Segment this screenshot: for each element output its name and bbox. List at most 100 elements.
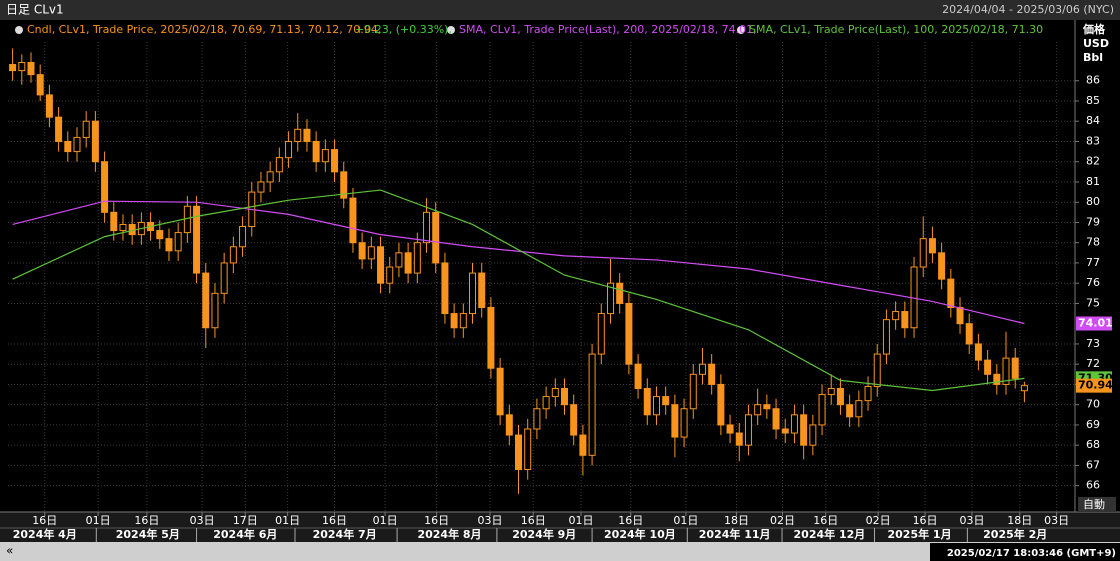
scroll-left[interactable]: «: [6, 544, 13, 558]
x-tick-label: 18日: [1007, 514, 1032, 527]
x-axis-background: [0, 512, 1120, 542]
candle-body: [312, 140, 320, 163]
y-tick-label: 67: [1086, 458, 1100, 471]
candle-body: [321, 149, 329, 163]
candle-body: [616, 282, 624, 304]
candle-body: [662, 396, 670, 406]
candle-body: [809, 424, 817, 446]
x-tick-label: 01日: [275, 514, 300, 527]
candle-body: [928, 238, 936, 254]
y-tick-label: 84: [1086, 114, 1100, 127]
candle-body: [892, 311, 900, 321]
legend-icon[interactable]: [15, 26, 23, 34]
candle-body: [367, 246, 375, 260]
candle-body: [303, 128, 311, 142]
candle-body: [873, 353, 881, 387]
candle-body: [505, 414, 513, 436]
last-value-label: 70.94: [1078, 379, 1113, 392]
candle-body: [469, 272, 477, 315]
x-tick-label: 02日: [770, 514, 795, 527]
candle-body: [165, 238, 173, 252]
month-label: 2025年 1月: [887, 527, 951, 541]
y-tick-label: 68: [1086, 438, 1100, 451]
candle-body: [64, 140, 72, 153]
scrollbar[interactable]: [0, 542, 1120, 561]
last-value-box: [1076, 316, 1112, 331]
y-tick-label: 72: [1086, 357, 1100, 370]
candle-body: [671, 404, 679, 438]
x-tick-label: 01日: [569, 514, 594, 527]
candle-body: [818, 394, 826, 426]
candle-body: [542, 396, 550, 410]
x-tick-label: 16日: [424, 514, 449, 527]
legend-icon[interactable]: [447, 26, 455, 34]
candle-body: [938, 252, 946, 280]
y-tick-label: 66: [1086, 479, 1100, 492]
y-axis-label: 価格: [1082, 22, 1106, 36]
candle-body: [174, 232, 182, 252]
y-tick-label: 70: [1086, 398, 1100, 411]
candle-body: [395, 252, 403, 268]
candle-body: [652, 396, 660, 416]
candle-body: [984, 359, 992, 375]
legend-icon[interactable]: [737, 26, 745, 34]
candle-body: [1002, 357, 1010, 385]
x-tick-label: 16日: [322, 514, 347, 527]
candle-body: [55, 116, 63, 142]
y-tick-label: 80: [1086, 195, 1100, 208]
candle-body: [588, 353, 596, 456]
candle-body: [193, 205, 201, 274]
candle-body: [73, 136, 81, 153]
y-tick-label: 75: [1086, 296, 1100, 309]
month-label: 2024年 6月: [213, 527, 277, 541]
candle-body: [45, 94, 53, 118]
x-tick-label: 02日: [866, 514, 891, 527]
y-tick-label: 82: [1086, 155, 1100, 168]
timestamp-box: [930, 543, 1120, 561]
date-range: 2024/04/04 - 2025/03/06 (NYC): [942, 3, 1114, 16]
candle-body: [413, 242, 421, 274]
candle-body: [1011, 357, 1019, 379]
candle-body: [487, 306, 495, 369]
candle-body: [781, 428, 789, 434]
candle-body: [698, 363, 706, 375]
month-label: 2024年 11月: [699, 527, 771, 541]
x-tick-label: 16日: [521, 514, 546, 527]
x-tick-label: 03日: [959, 514, 984, 527]
legend-sma: SMA, CLv1, Trade Price(Last), 100, 2025/…: [749, 23, 1043, 36]
candle-body: [882, 319, 890, 355]
candle-body: [919, 238, 927, 268]
candle-body: [689, 373, 697, 410]
candle-body: [386, 266, 394, 284]
candle-body: [285, 140, 293, 159]
plot-background: [0, 20, 1120, 512]
x-tick-label: 16日: [618, 514, 643, 527]
candle-body: [450, 313, 458, 329]
candle-body: [524, 428, 532, 470]
candle-body: [533, 408, 541, 430]
candle-body: [331, 149, 339, 173]
auto-button[interactable]: [1078, 497, 1116, 512]
y-axis-label: USD: [1083, 37, 1109, 50]
candle-body: [294, 128, 302, 142]
y-tick-label: 79: [1086, 215, 1100, 228]
x-tick-label: 01日: [86, 514, 111, 527]
candle-body: [496, 367, 504, 416]
candle-body: [754, 404, 762, 416]
candle-body: [726, 424, 734, 434]
auto-label[interactable]: 自動: [1083, 497, 1105, 511]
candle-body: [91, 120, 99, 163]
sma-line: [12, 200, 1025, 325]
month-label: 2024年 7月: [313, 527, 377, 541]
month-label: 2024年 12月: [794, 527, 866, 541]
candle-body: [404, 252, 412, 274]
candle-body: [735, 432, 743, 446]
candle-body: [680, 408, 688, 438]
y-tick-label: 85: [1086, 94, 1100, 107]
x-tick-label: 03日: [190, 514, 215, 527]
candle-body: [229, 246, 237, 264]
candle-body: [790, 414, 798, 434]
last-value-label: 74.01: [1078, 316, 1113, 329]
header-bar: [0, 0, 1120, 20]
x-tick-label: 16日: [813, 514, 838, 527]
